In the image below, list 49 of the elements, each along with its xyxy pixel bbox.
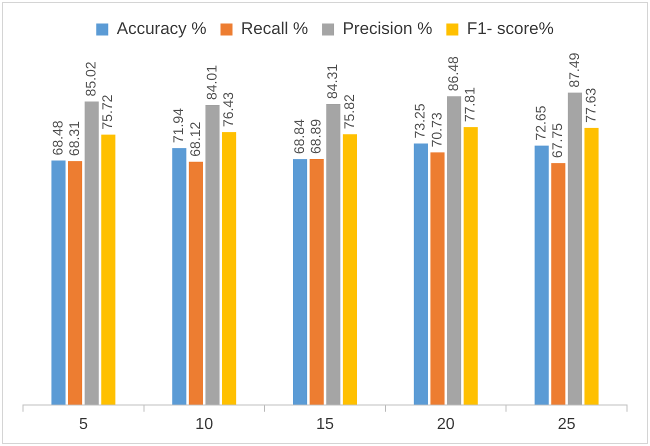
bar <box>101 134 116 405</box>
bar <box>342 134 357 405</box>
bar <box>293 159 308 405</box>
legend-label: Precision % <box>342 19 432 38</box>
data-label: 84.31 <box>324 64 340 99</box>
bar <box>172 148 186 405</box>
data-label: 68.84 <box>290 118 307 154</box>
bar <box>84 101 99 405</box>
bar <box>51 160 66 405</box>
data-label: 68.89 <box>308 118 324 154</box>
bar <box>188 162 203 405</box>
data-label: 71.94 <box>170 108 186 144</box>
legend-label: F1- score% <box>466 19 554 38</box>
data-label: 77.63 <box>582 88 598 123</box>
data-label: 87.49 <box>566 52 582 88</box>
data-label: 75.72 <box>99 94 116 130</box>
x-tick-label: 5 <box>78 416 88 433</box>
data-label: 75.82 <box>340 94 357 130</box>
data-label: 86.48 <box>444 56 461 92</box>
bar <box>310 159 324 405</box>
bar <box>68 161 82 405</box>
bar <box>222 132 236 405</box>
data-label: 68.48 <box>49 120 66 156</box>
x-tick-label: 25 <box>558 416 576 433</box>
legend-label: Recall % <box>241 19 308 38</box>
data-label: 76.43 <box>220 92 236 128</box>
x-tick-label: 20 <box>436 416 455 433</box>
bar <box>414 143 428 405</box>
x-tick-label: 10 <box>195 416 214 433</box>
data-label: 84.01 <box>203 64 220 100</box>
bar <box>568 92 582 405</box>
bar <box>430 152 445 405</box>
bar <box>534 146 549 405</box>
bar <box>464 127 478 405</box>
bar <box>205 105 220 405</box>
data-label: 67.75 <box>549 122 566 158</box>
data-label: 68.31 <box>66 120 82 156</box>
x-tick-label: 15 <box>316 416 334 433</box>
data-label: 85.02 <box>82 61 99 96</box>
bar <box>326 104 340 405</box>
data-label: 70.73 <box>428 112 444 148</box>
data-label: 77.81 <box>462 86 478 122</box>
data-label: 72.65 <box>532 105 549 141</box>
data-label: 68.12 <box>186 122 203 157</box>
bar <box>551 163 566 405</box>
data-label: 73.25 <box>412 103 428 138</box>
bar <box>584 128 599 405</box>
legend-label: Accuracy % <box>116 19 207 38</box>
bar <box>447 96 462 405</box>
